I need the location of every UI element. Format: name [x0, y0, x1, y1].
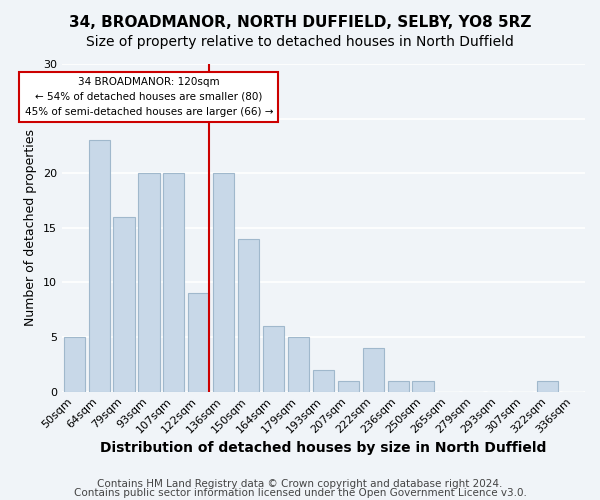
- Text: Contains public sector information licensed under the Open Government Licence v3: Contains public sector information licen…: [74, 488, 526, 498]
- Bar: [113, 217, 134, 392]
- Bar: [313, 370, 334, 392]
- Bar: [213, 173, 234, 392]
- Text: 34, BROADMANOR, NORTH DUFFIELD, SELBY, YO8 5RZ: 34, BROADMANOR, NORTH DUFFIELD, SELBY, Y…: [69, 15, 531, 30]
- Text: 34 BROADMANOR: 120sqm
← 54% of detached houses are smaller (80)
45% of semi-deta: 34 BROADMANOR: 120sqm ← 54% of detached …: [25, 77, 273, 116]
- Text: Size of property relative to detached houses in North Duffield: Size of property relative to detached ho…: [86, 35, 514, 49]
- Bar: [412, 380, 434, 392]
- X-axis label: Distribution of detached houses by size in North Duffield: Distribution of detached houses by size …: [100, 441, 547, 455]
- Bar: [388, 380, 409, 392]
- Bar: [64, 337, 85, 392]
- Bar: [537, 380, 558, 392]
- Bar: [238, 238, 259, 392]
- Text: Contains HM Land Registry data © Crown copyright and database right 2024.: Contains HM Land Registry data © Crown c…: [97, 479, 503, 489]
- Bar: [288, 337, 309, 392]
- Bar: [338, 380, 359, 392]
- Bar: [139, 173, 160, 392]
- Bar: [163, 173, 184, 392]
- Y-axis label: Number of detached properties: Number of detached properties: [24, 130, 37, 326]
- Bar: [89, 140, 110, 392]
- Bar: [362, 348, 384, 392]
- Bar: [263, 326, 284, 392]
- Bar: [188, 294, 209, 392]
